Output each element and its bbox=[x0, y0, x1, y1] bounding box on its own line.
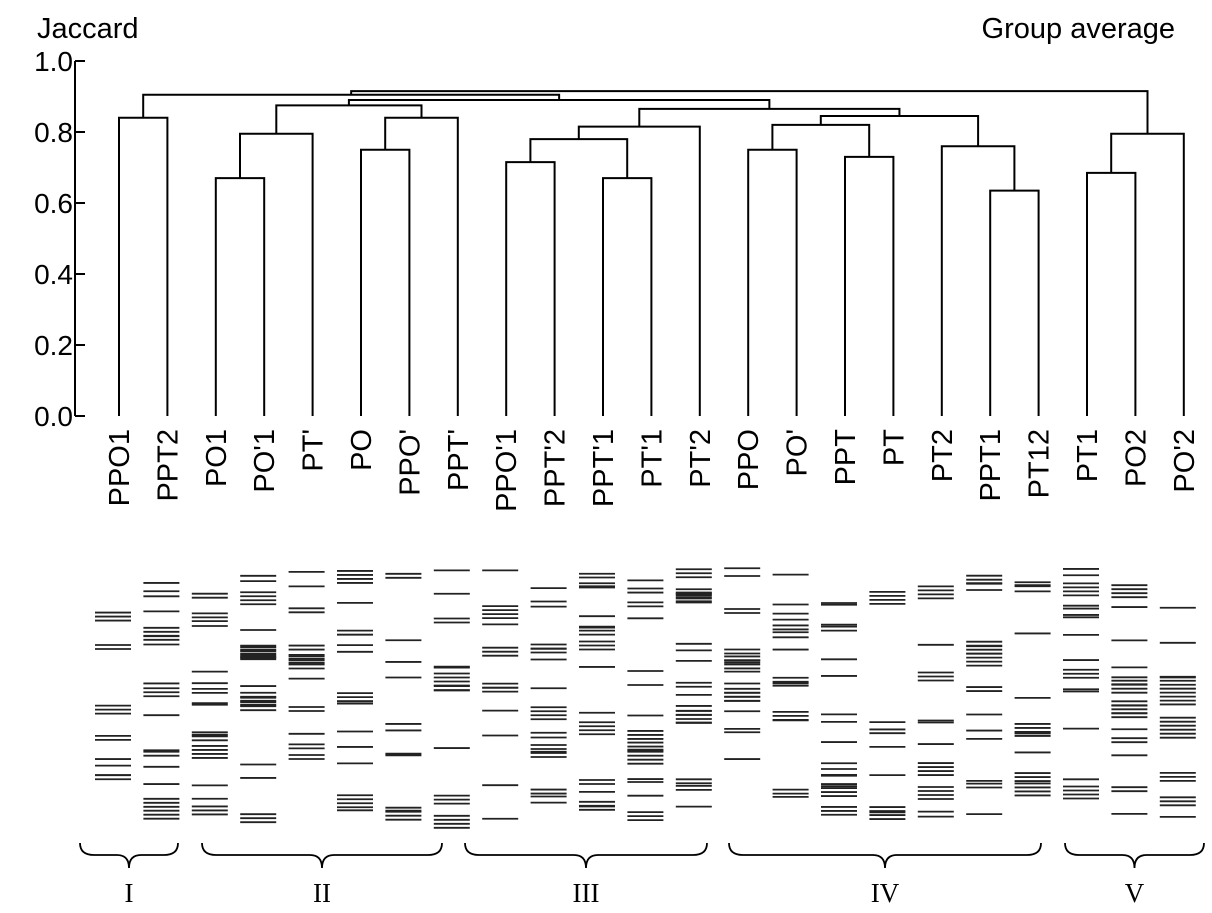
merge-link bbox=[771, 123, 871, 157]
leaf-label-ppo1: PPO1 bbox=[104, 429, 136, 506]
merge-link bbox=[360, 148, 411, 416]
merge-link bbox=[602, 177, 653, 416]
merge-link bbox=[384, 116, 459, 416]
band-lane-pptp bbox=[433, 569, 470, 829]
similarity-index-title: Jaccard bbox=[37, 13, 139, 45]
group-label: IV bbox=[871, 878, 900, 908]
leaf-label-pop1: PO'1 bbox=[249, 429, 281, 493]
leaf-label-ppop1: PPO'1 bbox=[491, 429, 523, 512]
merge-link bbox=[844, 155, 895, 416]
y-tick-label: 0.4 bbox=[34, 259, 73, 290]
group-label: V bbox=[1125, 878, 1145, 908]
leaf-label-ptp1: PT'1 bbox=[636, 429, 668, 488]
band-lane-po1 bbox=[191, 592, 228, 816]
merge-link bbox=[275, 104, 423, 134]
band-lane-ppt2 bbox=[143, 582, 180, 820]
band-lane-pt1 bbox=[1063, 568, 1099, 800]
group-label: I bbox=[125, 878, 134, 908]
band-lane-pop bbox=[772, 573, 809, 798]
band-profiles bbox=[95, 567, 1196, 829]
merge-link bbox=[1110, 132, 1185, 416]
band-lane-pptp1 bbox=[579, 572, 615, 811]
leaf-label-po: PO bbox=[346, 429, 378, 471]
leaf-label-pptp1: PPT'1 bbox=[588, 429, 620, 507]
band-lane-ptp bbox=[288, 570, 325, 760]
leaf-label-pt2: PT2 bbox=[927, 429, 959, 482]
leaf-label-pt: PT bbox=[878, 429, 910, 466]
group-brace bbox=[79, 842, 179, 869]
merge-link bbox=[118, 116, 169, 416]
band-lane-ptp2 bbox=[675, 568, 712, 808]
merge-link bbox=[940, 145, 1016, 416]
group-brace bbox=[201, 842, 443, 869]
leaf-label-pptp: PPT' bbox=[443, 429, 475, 491]
leaf-label-ppop: PPO' bbox=[394, 429, 426, 496]
band-lane-ptp1 bbox=[627, 579, 664, 821]
band-lane-po2 bbox=[1111, 584, 1148, 815]
band-lane-pptp2 bbox=[530, 587, 567, 804]
band-lane-ppop bbox=[385, 572, 422, 821]
band-lane-ppt bbox=[821, 602, 857, 816]
leaf-label-ppt2: PPT2 bbox=[152, 429, 184, 502]
merge-link bbox=[989, 189, 1040, 416]
merge-link bbox=[505, 161, 556, 416]
group-brace bbox=[464, 842, 708, 869]
band-lane-pt bbox=[869, 590, 906, 820]
leaf-label-po1: PO1 bbox=[201, 429, 233, 487]
band-lane-ppop1 bbox=[482, 569, 519, 820]
group-brace bbox=[728, 842, 1042, 869]
clustering-method-title: Group average bbox=[982, 13, 1175, 45]
leaf-label-ppo: PPO bbox=[733, 429, 765, 490]
y-tick-label: 0.2 bbox=[34, 330, 73, 361]
y-tick-label: 1.0 bbox=[34, 46, 73, 77]
band-lane-pop2 bbox=[1159, 606, 1196, 818]
leaf-labels: PPO1 PPT2 PO1 PO'1 PT' PO PPO' PPT' PPO'1 PPT'2 PP… bbox=[104, 429, 1201, 512]
merge-link bbox=[819, 115, 980, 147]
leaf-label-po2: PO2 bbox=[1120, 429, 1152, 487]
leaf-label-pop2: PO'2 bbox=[1169, 429, 1201, 493]
leaf-label-ptp: PT' bbox=[298, 429, 330, 472]
merge-link bbox=[214, 177, 266, 416]
merge-link bbox=[747, 148, 798, 416]
merge-link bbox=[239, 132, 314, 416]
y-tick-label: 0.6 bbox=[34, 188, 73, 219]
leaf-label-pptp2: PPT'2 bbox=[540, 429, 572, 507]
band-lane-pt12 bbox=[1014, 581, 1051, 797]
y-axis: 0.0 0.2 0.4 0.6 0.8 1.0 bbox=[34, 46, 85, 432]
merge-link bbox=[529, 138, 629, 179]
y-tick-label: 0.8 bbox=[34, 117, 73, 148]
leaf-label-pt1: PT1 bbox=[1072, 429, 1104, 482]
leaf-label-pop: PO' bbox=[782, 429, 814, 476]
group-label: II bbox=[313, 878, 331, 908]
band-lane-ppo1 bbox=[95, 611, 131, 781]
leaf-label-pt12: PT12 bbox=[1024, 429, 1056, 498]
merge-link bbox=[350, 90, 1149, 134]
leaf-label-ppt1: PPT1 bbox=[975, 429, 1007, 502]
band-lane-pop1 bbox=[240, 574, 277, 824]
y-tick-label: 0.0 bbox=[34, 401, 73, 432]
dendrogram-tree bbox=[118, 90, 1185, 416]
band-lane-ppt1 bbox=[966, 574, 1003, 816]
group-braces: I II III IV V bbox=[79, 842, 1205, 908]
leaf-label-ppt: PPT bbox=[830, 429, 862, 486]
group-label: III bbox=[573, 878, 600, 908]
band-lane-po bbox=[337, 570, 373, 812]
band-lane-ppo bbox=[724, 567, 761, 760]
merge-link bbox=[1086, 171, 1137, 416]
group-brace bbox=[1064, 842, 1205, 869]
leaf-label-ptp2: PT'2 bbox=[685, 429, 717, 488]
band-lane-pt2 bbox=[917, 585, 954, 818]
merge-link bbox=[577, 125, 701, 416]
